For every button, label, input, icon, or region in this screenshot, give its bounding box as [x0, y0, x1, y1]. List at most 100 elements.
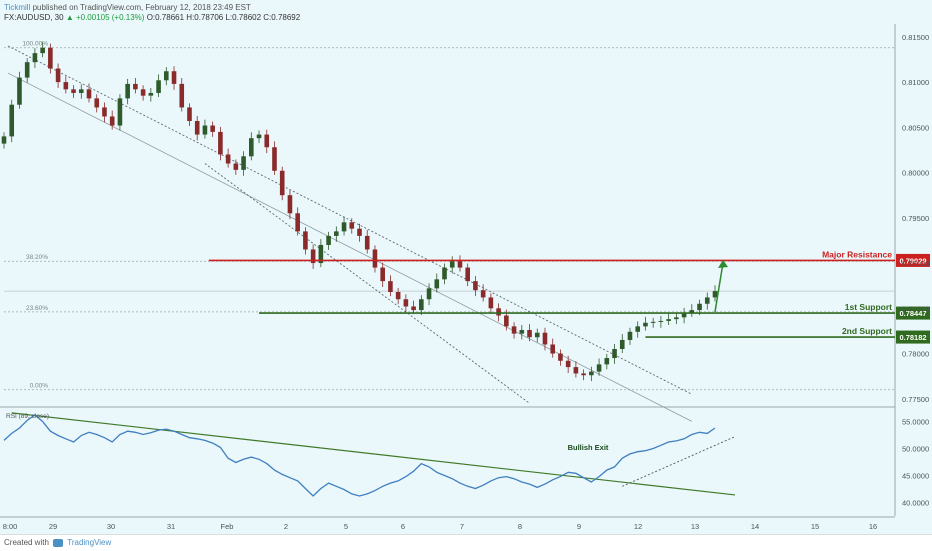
- time-axis-tick: Feb: [221, 522, 234, 531]
- change-label: ▲ +0.00105 (+0.13%): [65, 13, 145, 22]
- candle-body: [573, 367, 579, 374]
- price-chart-svg[interactable]: 100.00% 38.20% 23.60% 0.00% Major Resistance…: [0, 0, 932, 534]
- candle-body: [218, 131, 223, 155]
- candle-body: [511, 326, 517, 334]
- candle-body: [179, 83, 185, 108]
- candle-body: [419, 299, 424, 311]
- level-label: Major Resistance: [822, 249, 892, 259]
- tradingview-link[interactable]: TradingView: [67, 538, 112, 547]
- time-axis-tick: 8:00: [3, 522, 18, 531]
- candle-body: [635, 326, 641, 332]
- candle-body: [171, 71, 177, 84]
- candle-body: [55, 68, 61, 83]
- time-axis-tick: 6: [401, 522, 405, 531]
- candle-body: [287, 195, 293, 214]
- candle-body: [249, 138, 254, 157]
- candle-body: [256, 134, 262, 139]
- candle-body: [9, 104, 15, 137]
- footer-bar: Created with TradingView: [0, 534, 932, 550]
- price-axis-tick: 0.79500: [902, 214, 929, 223]
- channel-mid-line: [7, 72, 692, 422]
- candle-body: [589, 371, 594, 376]
- candle-body: [194, 121, 200, 135]
- candle-body: [187, 107, 192, 121]
- candle-body: [264, 134, 270, 148]
- candle-body: [681, 312, 687, 318]
- main-pane: [0, 24, 895, 406]
- candle-body: [210, 125, 215, 132]
- candle-body: [357, 228, 362, 236]
- price-tag-value: 0.78182: [899, 333, 926, 342]
- candle-body: [426, 288, 432, 300]
- rsi-support-line: [622, 436, 736, 487]
- symbol-label: FX:AUDUSD, 30: [4, 13, 64, 22]
- level-label: 1st Support: [845, 302, 892, 312]
- rsi-axis-tick: 50.0000: [902, 445, 929, 454]
- candle-body: [558, 353, 563, 361]
- candle-body: [24, 62, 30, 78]
- time-axis-tick: 13: [691, 522, 699, 531]
- candle-body: [163, 71, 169, 81]
- ohlc-line: FX:AUDUSD, 30 ▲ +0.00105 (+0.13%) O:0.78…: [4, 13, 932, 23]
- candle-body: [318, 244, 324, 264]
- candle-body: [63, 82, 69, 90]
- candle-body: [534, 332, 540, 338]
- price-axis-tick: 0.78000: [902, 350, 929, 359]
- time-axis-tick: 29: [49, 522, 57, 531]
- time-axis-tick: 9: [577, 522, 581, 531]
- level-label: 2nd Support: [842, 326, 892, 336]
- candle-body: [519, 330, 525, 334]
- rsi-title: RSI (89, close): [6, 413, 49, 420]
- candle-body: [86, 89, 92, 99]
- bullish-exit-annotation: Bullish Exit: [568, 443, 609, 452]
- price-tag-box: [896, 306, 930, 320]
- publish-line: Tickmill published on TradingView.com, F…: [4, 3, 932, 13]
- candle-body: [689, 310, 695, 313]
- price-axis-tick: 0.78500: [902, 304, 929, 313]
- time-axis-tick: 31: [167, 522, 175, 531]
- candle-body: [596, 364, 602, 372]
- candle-body: [225, 154, 231, 164]
- candle-body: [310, 249, 316, 264]
- fib-level-label: 23.60%: [26, 305, 48, 312]
- candle-body: [17, 77, 22, 105]
- time-axis-tick: 15: [811, 522, 819, 531]
- candle-body: [102, 107, 107, 117]
- candle-body: [148, 92, 154, 96]
- candle-body: [527, 330, 532, 338]
- candle-body: [643, 322, 648, 327]
- price-tag-value: 0.79029: [899, 256, 926, 265]
- price-axis-tick: 0.80000: [902, 169, 929, 178]
- candle-body: [334, 231, 339, 236]
- candle-body: [704, 297, 710, 304]
- candle-body: [658, 320, 664, 322]
- candle-body: [480, 290, 486, 298]
- candle-body: [48, 47, 53, 69]
- candle-body: [612, 349, 617, 359]
- candle-body: [403, 299, 409, 307]
- candle-body: [697, 303, 702, 311]
- candle-body: [488, 297, 494, 309]
- time-axis-tick: 12: [634, 522, 642, 531]
- candle-body: [674, 317, 679, 320]
- time-axis-tick: 14: [751, 522, 759, 531]
- candle-body: [295, 213, 300, 232]
- candle-body: [156, 80, 161, 93]
- time-axis-tick: 30: [107, 522, 115, 531]
- time-axis-tick: 16: [869, 522, 877, 531]
- publisher-name[interactable]: Tickmill: [4, 3, 31, 12]
- rsi-axis-tick: 45.0000: [902, 472, 929, 481]
- price-axis-tick: 0.80500: [902, 123, 929, 132]
- candle-body: [457, 261, 463, 268]
- candle-body: [473, 281, 478, 291]
- candle-body: [395, 292, 401, 300]
- candle-body: [550, 344, 556, 354]
- created-with-label: Created with: [4, 538, 49, 547]
- candle-body: [32, 53, 38, 63]
- price-axis-tick: 0.81500: [902, 33, 929, 42]
- candle-body: [94, 98, 100, 108]
- candle-body: [581, 373, 586, 376]
- candle-body: [117, 98, 123, 126]
- projection-arrow-head: [718, 260, 728, 269]
- candle-body: [542, 332, 548, 345]
